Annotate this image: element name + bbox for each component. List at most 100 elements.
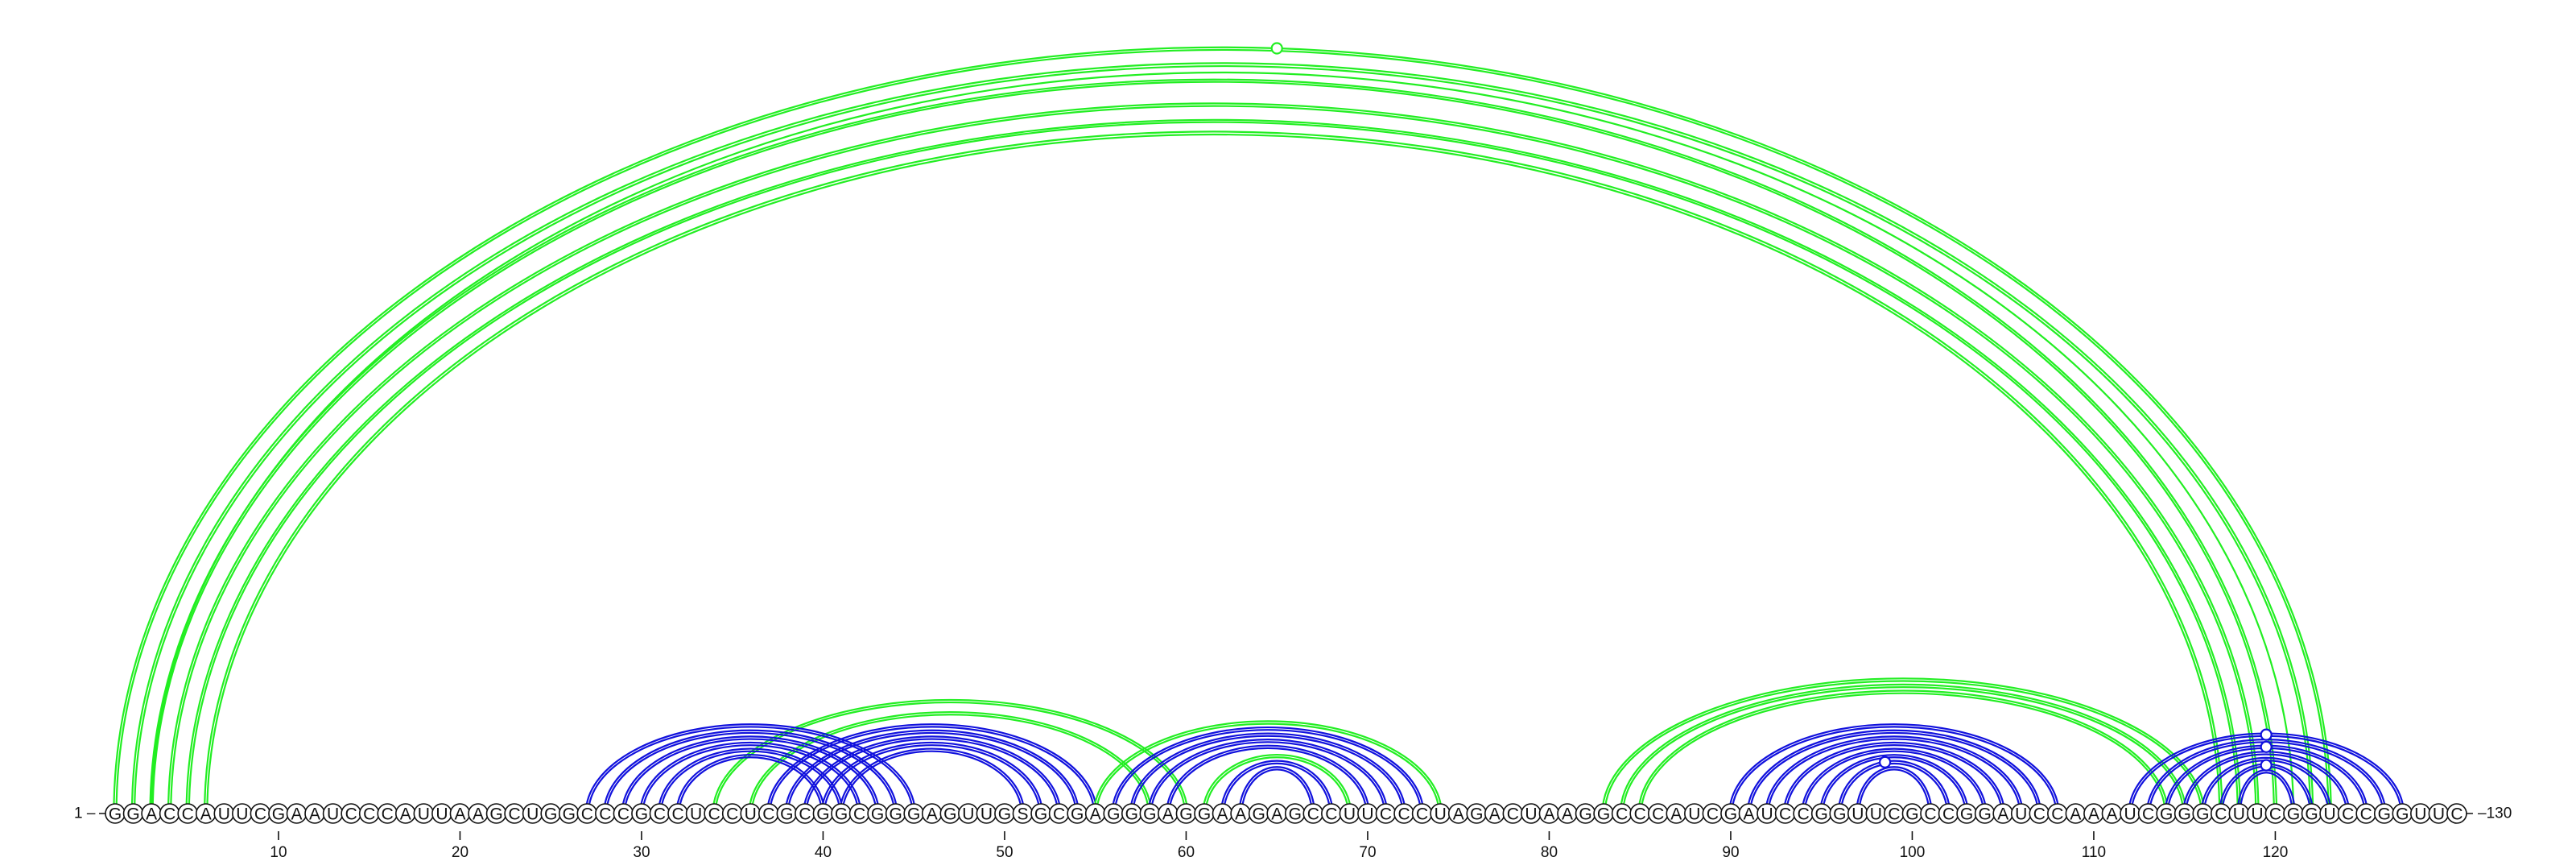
nucleotide: A bbox=[1230, 803, 1251, 824]
nucleotide-letter: U bbox=[745, 805, 757, 824]
nucleotide-letter: C bbox=[363, 805, 375, 824]
nucleotide: A bbox=[1158, 803, 1179, 824]
nucleotide-letter: A bbox=[1997, 805, 2008, 824]
nucleotide: G bbox=[2174, 803, 2195, 824]
nucleotide: G bbox=[2283, 803, 2304, 824]
nucleotide-letter: G bbox=[1905, 805, 1918, 824]
nucleotide: A bbox=[286, 803, 308, 824]
nucleotide-letter: G bbox=[998, 805, 1011, 824]
nucleotide-letter: G bbox=[2196, 805, 2209, 824]
nucleotide-letter: A bbox=[309, 805, 320, 824]
nucleotide: G bbox=[1103, 803, 1125, 824]
loop-markers bbox=[1270, 42, 2273, 772]
nucleotide-letter: A bbox=[1090, 805, 1101, 824]
pair-arc-90-108 bbox=[1728, 723, 2060, 814]
tick-label: 40 bbox=[815, 844, 832, 857]
nucleotide-letter: A bbox=[1489, 805, 1501, 824]
nucleotide: U bbox=[1684, 803, 1705, 824]
nucleotide: G bbox=[1575, 803, 1596, 824]
nucleotide: A bbox=[304, 803, 325, 824]
nucleotide: G bbox=[1974, 803, 1996, 824]
nucleotide: G bbox=[105, 803, 126, 824]
nucleotide-letter: C bbox=[1507, 805, 1519, 824]
nucleotide: C bbox=[848, 803, 870, 824]
nucleotide: U bbox=[413, 803, 435, 824]
nucleotide-letter: U bbox=[690, 805, 702, 824]
nucleotide-letter: G bbox=[1125, 805, 1138, 824]
pair-arc-62-68 bbox=[1223, 762, 1331, 814]
nucleotide-letter: A bbox=[1743, 805, 1754, 824]
nucleotide: C bbox=[1321, 803, 1342, 824]
nucleotide: U bbox=[2428, 803, 2450, 824]
nucleotide-letter: G bbox=[816, 805, 829, 824]
nucleotide: U bbox=[2120, 803, 2140, 824]
pair-arc-58-71 bbox=[1147, 739, 1389, 814]
nucleotide-letter: A bbox=[146, 805, 157, 824]
nucleotide: C bbox=[667, 803, 688, 824]
nucleotide-letter: C bbox=[1942, 805, 1955, 824]
pair-arc-30-42 bbox=[639, 741, 862, 814]
nucleotide-letter: C bbox=[799, 805, 811, 824]
pair-arc-55-74 bbox=[1096, 722, 1440, 814]
nucleotide: A bbox=[2083, 803, 2104, 824]
nucleotide-letter: U bbox=[1761, 805, 1773, 824]
nucleotide: G bbox=[831, 803, 852, 824]
start-label: 1 – bbox=[74, 805, 96, 822]
nucleotide: C bbox=[2137, 803, 2159, 824]
nucleotide: G bbox=[1194, 803, 1215, 824]
nucleotide: C bbox=[1393, 803, 1414, 824]
nucleotide-letter: G bbox=[1107, 805, 1120, 824]
nucleotide: G bbox=[1720, 803, 1741, 824]
nucleotide: G bbox=[2192, 803, 2214, 824]
nucleotide: C bbox=[2264, 803, 2286, 824]
nucleotide: A bbox=[2101, 803, 2123, 824]
pair-arc-4-119 bbox=[171, 106, 2256, 814]
nucleotide: C bbox=[1611, 803, 1633, 824]
nucleotide-letter: C bbox=[2450, 805, 2462, 824]
nucleotide: G bbox=[1121, 803, 1142, 824]
pair-arc-39-53 bbox=[805, 738, 1059, 814]
nucleotide: C bbox=[1647, 803, 1669, 824]
pair-arc-59-70 bbox=[1168, 747, 1368, 814]
nucleotide-letter: G bbox=[635, 805, 648, 824]
nucleotide-letter: C bbox=[2360, 805, 2372, 824]
tick-label: 70 bbox=[1359, 844, 1376, 857]
nucleotide-letter: C bbox=[853, 805, 865, 824]
loop-marker bbox=[1879, 756, 1892, 768]
pair-arc-41-51 bbox=[839, 747, 1026, 814]
nucleotide-letter: G bbox=[871, 805, 884, 824]
nucleotide-letter: C bbox=[2215, 805, 2227, 824]
nucleotide-letter: A bbox=[473, 805, 484, 824]
nucleotide-letter: C bbox=[1888, 805, 1900, 824]
pair-arc-118-121 bbox=[2239, 772, 2293, 814]
nucleotide-letter: A bbox=[1235, 805, 1246, 824]
nucleotide: G bbox=[885, 803, 906, 824]
nucleotide: C bbox=[504, 803, 525, 824]
nucleotide-letter: G bbox=[1179, 805, 1192, 824]
pair-arc-5-118 bbox=[188, 121, 2239, 814]
nucleotide: C bbox=[649, 803, 671, 824]
nucleotide: U bbox=[685, 803, 707, 824]
nucleotide: A bbox=[141, 803, 162, 824]
pair-arc-6-117 bbox=[207, 135, 2219, 814]
nucleotide-letter: A bbox=[200, 805, 212, 824]
nucleotide: G bbox=[1175, 803, 1197, 824]
nucleotide: G bbox=[2373, 803, 2395, 824]
nucleotide-letter: U bbox=[1870, 805, 1882, 824]
nucleotide: A bbox=[1447, 803, 1469, 824]
nucleotide: G bbox=[1067, 803, 1088, 824]
nucleotide: C bbox=[2047, 803, 2068, 824]
nucleotide-letter: G bbox=[1978, 805, 1991, 824]
nucleotide: A bbox=[1557, 803, 1578, 824]
pair-arc-85-114 bbox=[1640, 692, 2166, 814]
pair-arc-37-55 bbox=[769, 726, 1096, 814]
nucleotide: G bbox=[867, 803, 888, 824]
nucleotide: G bbox=[631, 803, 652, 824]
nucleotide-letter: G bbox=[2160, 805, 2173, 824]
nucleotide-letter: A bbox=[2070, 805, 2081, 824]
nucleotide: C bbox=[1884, 803, 1905, 824]
nucleotide-letter: U bbox=[2251, 805, 2263, 824]
nucleotide-letter: C bbox=[2051, 805, 2063, 824]
nucleotide-letter: C bbox=[509, 805, 521, 824]
nucleotide-letter: G bbox=[780, 805, 793, 824]
